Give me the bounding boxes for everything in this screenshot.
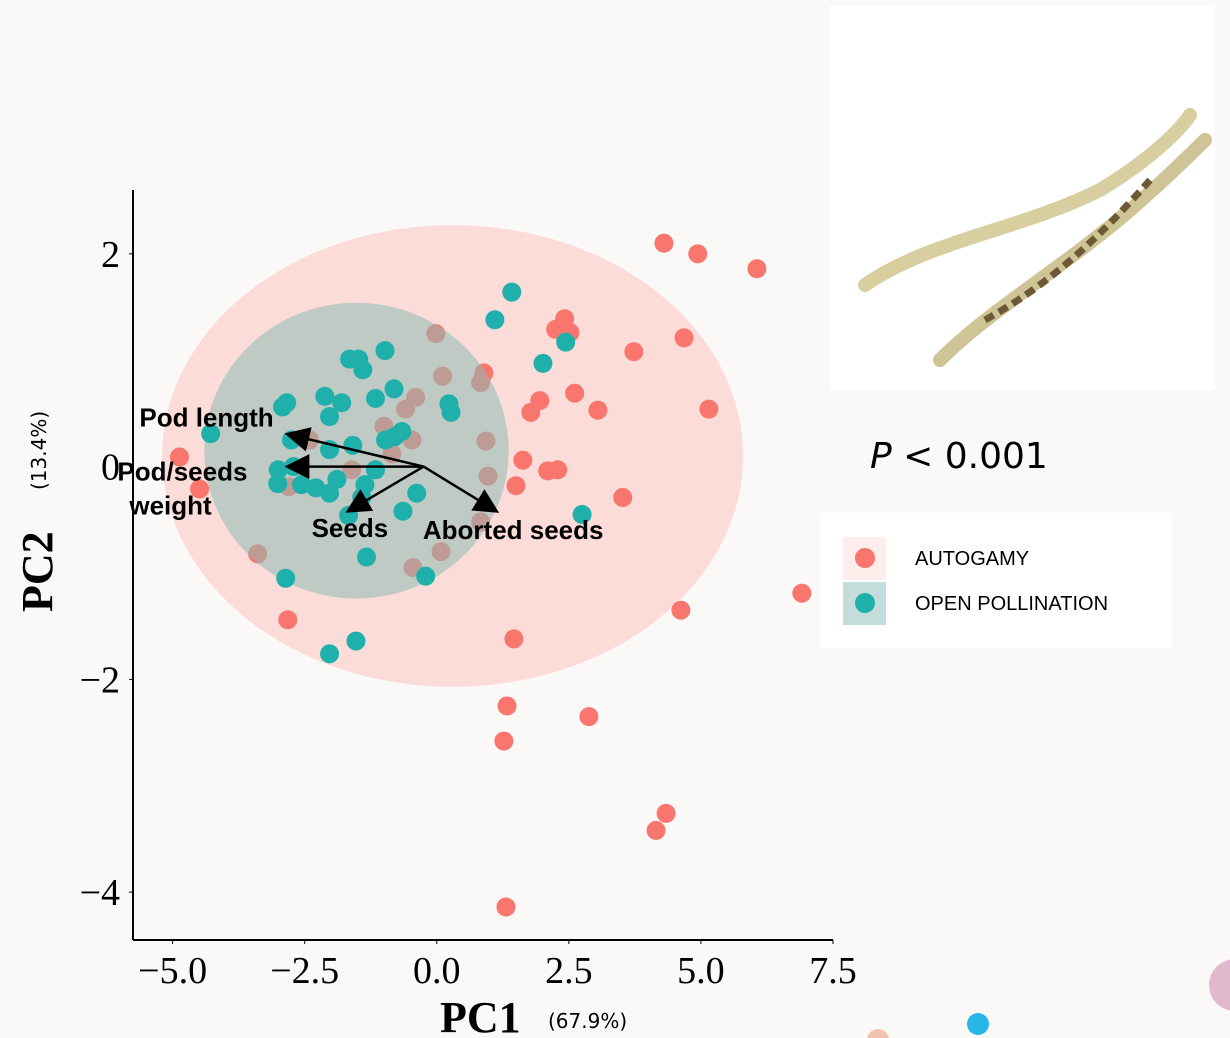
x-tick-label: 5.0 (677, 950, 725, 992)
point (494, 732, 513, 751)
legend-marker (855, 593, 875, 613)
x-tick-label: −5.0 (138, 950, 207, 992)
decoration (967, 1013, 989, 1035)
x-axis-note: (67.9%) (548, 1009, 627, 1033)
point (327, 470, 346, 489)
point (278, 610, 297, 629)
point (533, 354, 552, 373)
y-tick-label: −2 (80, 659, 120, 701)
pod-illustration (830, 5, 1215, 390)
loading-label: Aborted seeds (423, 515, 604, 545)
point (315, 387, 334, 406)
legend (820, 513, 1172, 648)
point (671, 601, 690, 620)
point (521, 403, 540, 422)
point (276, 569, 295, 588)
loading-label: Pod length (139, 403, 273, 433)
point (688, 244, 707, 263)
loading-label-part: weight (128, 491, 212, 521)
p-text: < 0.001 (903, 436, 1048, 477)
point (579, 707, 598, 726)
point (647, 821, 666, 840)
point (699, 400, 718, 419)
point (376, 341, 395, 360)
p-symbol: P (870, 436, 892, 477)
chart: PC1 (67.9%) PC2 (13.4%) P < 0.001 −5.0 −2… (0, 0, 1230, 1038)
point (513, 451, 532, 470)
legend-label: OPEN POLLINATION (915, 593, 1108, 615)
x-tick-label: 2.5 (545, 950, 593, 992)
point (442, 403, 461, 422)
point (502, 283, 521, 302)
y-tick-label: 2 (101, 234, 120, 276)
point (353, 360, 372, 379)
point (366, 460, 385, 479)
loading-label: Seeds (312, 513, 389, 543)
point (273, 398, 292, 417)
point (376, 431, 395, 450)
point (548, 460, 567, 479)
point (366, 389, 385, 408)
x-axis-label: PC1 (440, 993, 521, 1038)
point (384, 379, 403, 398)
y-axis-label: PC2 (13, 531, 62, 612)
point (504, 629, 523, 648)
point (320, 407, 339, 426)
point (346, 632, 365, 651)
point (654, 234, 673, 253)
p-value: P < 0.001 (870, 436, 1048, 477)
x-tick-label: 7.5 (809, 950, 857, 992)
loading-label-part: Pod/seeds (117, 457, 247, 487)
point (357, 548, 376, 567)
point (792, 584, 811, 603)
x-tick-label: −2.5 (270, 950, 339, 992)
point (320, 644, 339, 663)
legend-marker (855, 548, 875, 568)
y-tick-label: −4 (80, 872, 120, 914)
point (485, 310, 504, 329)
point (393, 502, 412, 521)
point (507, 476, 526, 495)
x-tick-label: 0.0 (413, 950, 461, 992)
point (556, 333, 575, 352)
point (496, 898, 515, 917)
point (407, 484, 426, 503)
point (498, 696, 517, 715)
point (416, 567, 435, 586)
point (613, 488, 632, 507)
point (565, 384, 584, 403)
point (588, 401, 607, 420)
y-axis-note: (13.4%) (27, 411, 51, 490)
point (282, 431, 301, 450)
point (268, 474, 287, 493)
point (675, 328, 694, 347)
legend-label: AUTOGAMY (915, 548, 1029, 570)
point (747, 259, 766, 278)
point (657, 804, 676, 823)
point (624, 342, 643, 361)
